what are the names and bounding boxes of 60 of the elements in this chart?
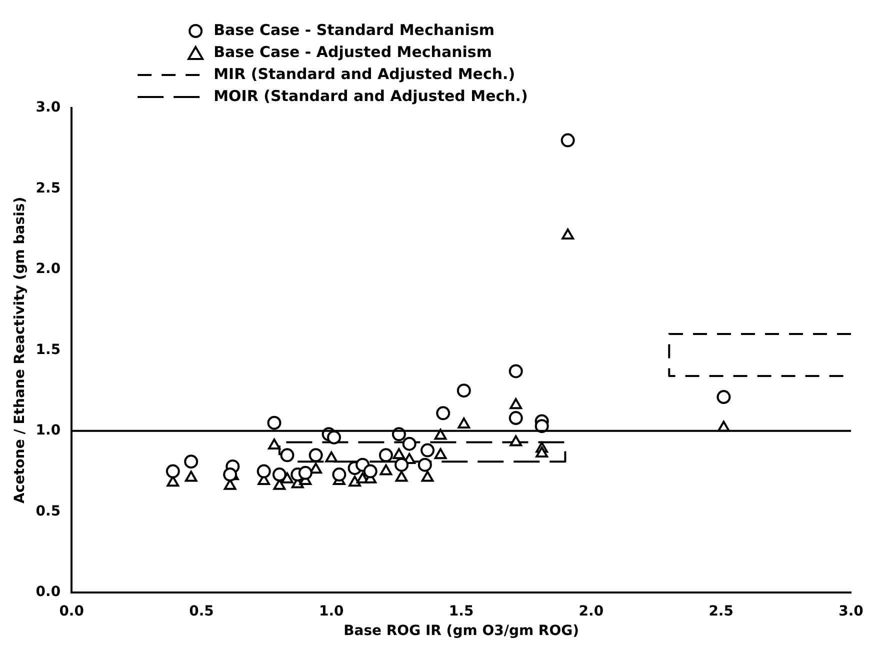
point: [716, 390, 731, 404]
point: [458, 417, 470, 428]
point: [536, 446, 548, 458]
point: [267, 416, 282, 430]
y-tick-label: 1.0: [36, 422, 61, 439]
point: [560, 133, 575, 148]
y-tick-label: 0.5: [36, 503, 61, 520]
x-tick-label: 0.5: [189, 603, 214, 620]
x-tick-label: 3.0: [838, 603, 864, 620]
point: [394, 458, 409, 472]
point: [223, 468, 238, 482]
point: [418, 458, 432, 472]
point: [508, 364, 523, 378]
y-tick-label: 2.0: [36, 261, 61, 278]
point: [380, 464, 392, 476]
point: [332, 468, 346, 482]
point: [434, 428, 447, 440]
y-tick-label: 3.0: [36, 100, 61, 116]
x-tick-label: 0.0: [59, 603, 84, 620]
y-tick-label: 2.5: [36, 180, 61, 196]
point: [510, 435, 522, 446]
point: [272, 468, 286, 482]
legend-label: MOIR (Standard and Adjusted Mech.): [214, 86, 528, 105]
point: [363, 464, 378, 478]
y-tick-label: 1.5: [36, 342, 61, 358]
point: [378, 448, 393, 462]
legend-label: Base Case - Standard Mechanism: [214, 20, 495, 39]
x-tick-label: 1.0: [318, 603, 344, 620]
point: [456, 384, 471, 398]
x-tick-label: 2.5: [708, 603, 734, 620]
point: [310, 462, 322, 474]
x-axis-title: Base ROG IR (gm O3/gm ROG): [344, 623, 580, 640]
x-tick-label: 2.0: [578, 603, 604, 620]
point: [256, 464, 271, 478]
point: [348, 476, 361, 487]
point: [395, 470, 408, 482]
x-tick-label: 1.5: [448, 603, 474, 620]
point: [280, 448, 294, 462]
legend-label: Base Case - Adjusted Mechanism: [214, 42, 492, 61]
point: [392, 448, 406, 460]
point: [184, 470, 198, 482]
y-axis-title: Acetone / Ethane Reactivity (gm basis): [12, 196, 28, 504]
point: [434, 448, 447, 460]
point: [402, 436, 416, 451]
point: [562, 228, 574, 240]
point: [184, 454, 198, 469]
point: [166, 464, 180, 478]
point: [298, 466, 312, 480]
point: [325, 451, 338, 462]
point: [421, 470, 434, 482]
point: [308, 448, 323, 462]
point: [420, 443, 435, 458]
point: [510, 398, 522, 410]
point: [436, 406, 450, 420]
point: [327, 430, 341, 444]
point: [508, 411, 523, 426]
point: [281, 472, 294, 484]
y-tick-label: 0.0: [36, 584, 61, 600]
legend-label: MIR (Standard and Adjusted Mech.): [214, 64, 516, 83]
point: [268, 438, 280, 450]
